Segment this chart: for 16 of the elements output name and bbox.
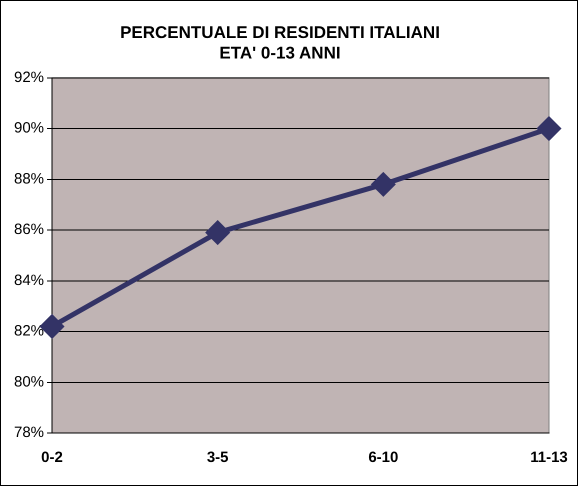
y-tick-label: 80%	[14, 373, 44, 390]
y-tick-label: 86%	[14, 221, 44, 238]
x-tick-label: 0-2	[41, 449, 63, 466]
y-tick-label: 82%	[14, 322, 44, 340]
y-tick-label: 84%	[14, 272, 44, 289]
x-tick-label: 11-13	[530, 449, 568, 466]
y-tick-label: 92%	[14, 68, 44, 86]
y-tick-label: 78%	[14, 424, 44, 442]
x-tick-label: 3-5	[206, 449, 229, 466]
point	[206, 221, 230, 244]
x-tick-label: 6-10	[368, 449, 398, 466]
point	[538, 117, 560, 140]
y-tick-label: 88%	[14, 170, 44, 188]
y-tick-label: 90%	[14, 120, 44, 137]
point	[372, 172, 395, 196]
chart-title: PERCENTUALE DI RESIDENTI ITALIANI ETA' 0-13 ANNI	[120, 22, 440, 62]
